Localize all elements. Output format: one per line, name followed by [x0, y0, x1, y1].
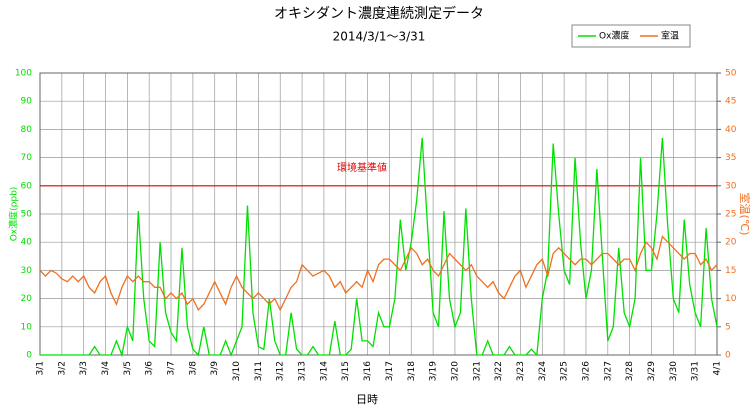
- x-tick-label: 3/10: [232, 361, 242, 381]
- y2-tick-label: 30: [725, 181, 737, 191]
- x-tick-label: 3/25: [560, 361, 570, 381]
- y2-tick-label: 45: [725, 97, 736, 107]
- x-tick-label: 3/15: [341, 361, 351, 381]
- y2-tick-label: 15: [725, 266, 736, 276]
- x-tick-label: 3/8: [188, 361, 198, 376]
- y-tick-label: 0: [26, 351, 32, 361]
- x-tick-label: 3/5: [123, 361, 133, 375]
- x-tick-label: 3/3: [79, 361, 89, 375]
- x-tick-label: 3/7: [167, 361, 177, 375]
- y-tick-label: 70: [21, 153, 33, 163]
- reference-label: 環境基準値: [337, 161, 387, 174]
- x-tick-label: 3/9: [210, 361, 220, 376]
- y-tick-label: 10: [21, 322, 33, 332]
- series-line: [40, 137, 718, 358]
- y-tick-label: 60: [21, 181, 33, 191]
- y2-tick-label: 0: [725, 351, 731, 361]
- x-tick-label: 3/16: [363, 361, 373, 381]
- y-tick-label: 20: [21, 294, 33, 304]
- x-tick-label: 3/26: [581, 361, 591, 381]
- x-tick-label: 3/24: [538, 361, 548, 381]
- chart-title: オキシダント濃度連続測定データ: [274, 5, 484, 22]
- y2-tick-label: 10: [725, 294, 737, 304]
- series-line: [39, 235, 718, 312]
- x-tick-label: 3/4: [101, 361, 111, 376]
- y2-tick-label: 40: [725, 125, 737, 135]
- x-tick-label: 3/31: [691, 361, 701, 381]
- y-tick-label: 40: [21, 238, 33, 248]
- x-tick-label: 3/6: [145, 361, 155, 376]
- x-tick-label: 3/30: [669, 361, 679, 381]
- y2-tick-label: 35: [725, 153, 736, 163]
- x-tick-label: 3/1: [36, 361, 46, 375]
- x-tick-label: 3/21: [472, 361, 482, 381]
- x-tick-label: 3/2: [57, 361, 67, 375]
- y-tick-label: 80: [21, 125, 33, 135]
- y-tick-label: 90: [21, 97, 33, 107]
- y2-tick-label: 5: [725, 322, 731, 332]
- y2-tick-label: 50: [725, 69, 737, 79]
- plot-frame: [39, 72, 718, 356]
- x-tick-label: 4/1: [713, 361, 723, 375]
- x-tick-label: 3/29: [647, 361, 657, 381]
- legend-label: Ox濃度: [599, 30, 629, 42]
- x-tick-label: 3/23: [516, 361, 526, 381]
- y2-tick-label: 25: [725, 210, 736, 220]
- x-tick-label: 3/20: [450, 361, 460, 381]
- x-tick-label: 3/27: [603, 361, 613, 381]
- y-axis-label: Ox濃度(ppb): [8, 187, 20, 242]
- x-tick-label: 3/28: [625, 361, 635, 381]
- x-tick-label: 3/19: [429, 361, 439, 381]
- legend-label: 室温: [661, 30, 679, 42]
- y-tick-label: 50: [21, 210, 33, 220]
- x-tick-label: 3/13: [298, 361, 308, 381]
- y2-axis-label: 室温(℃): [738, 193, 752, 236]
- x-tick-label: 3/17: [385, 361, 395, 381]
- y-tick-label: 30: [21, 266, 33, 276]
- x-tick-label: 3/14: [319, 361, 329, 381]
- x-tick-label: 3/12: [276, 361, 286, 381]
- x-tick-label: 3/11: [254, 361, 264, 381]
- x-tick-label: 3/22: [494, 361, 504, 381]
- chart-subtitle: 2014/3/1～3/31: [333, 30, 426, 44]
- y-tick-label: 100: [15, 69, 32, 79]
- x-tick-label: 3/18: [407, 361, 417, 381]
- legend-box: [571, 24, 691, 48]
- y2-tick-label: 20: [725, 238, 737, 248]
- x-axis-label: 日時: [356, 393, 378, 406]
